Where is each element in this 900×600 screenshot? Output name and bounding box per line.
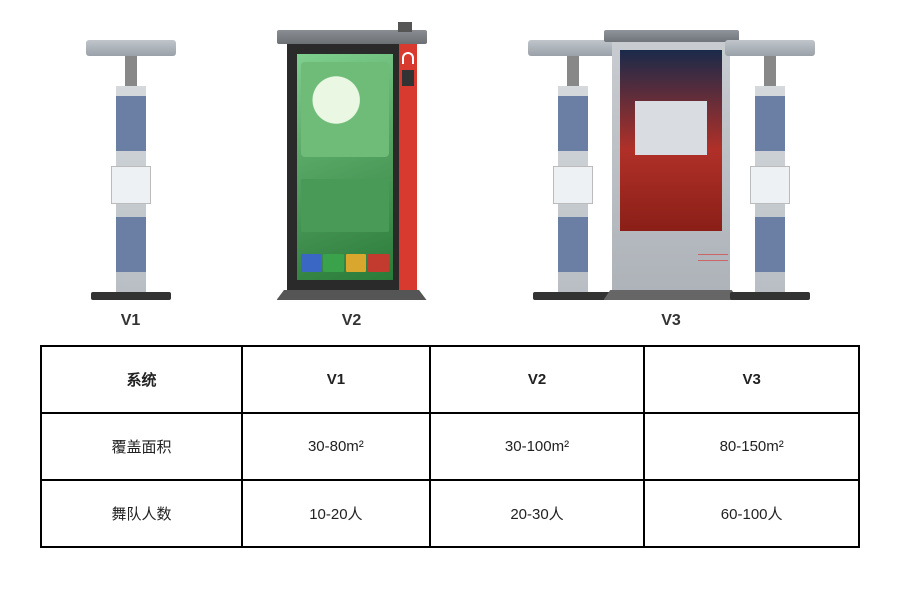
product-label: V3 [661,312,681,330]
kiosk-side-panel [399,44,417,290]
v3-pole-left [543,40,603,300]
table-header-row: 系统 V1 V2 V3 [41,346,859,413]
v3-kiosk [609,30,734,300]
control-panel-icon [750,166,790,204]
control-panel-icon [111,166,151,204]
v1-device-illustration [101,40,161,300]
v3-device-group-illustration [543,30,800,300]
speaker-bar-icon [725,40,815,56]
pole-base [730,292,810,300]
pole-body [755,86,785,292]
bin-icon [368,254,389,272]
cell: 20-30人 [430,480,645,547]
pole-stripe [755,96,785,151]
pole-stripe [558,217,588,272]
header-col: V1 [242,346,430,413]
cell: 60-100人 [644,480,859,547]
kiosk-base [604,290,739,300]
v2-kiosk-illustration [282,30,422,300]
pole-body [116,86,146,292]
kiosk-screen [620,50,722,231]
pole-base [533,292,613,300]
kiosk-base [277,290,427,300]
table-row: 覆盖面积 30-80m² 30-100m² 80-150m² [41,413,859,480]
header-col: V2 [430,346,645,413]
pole-body [558,86,588,292]
cell: 30-80m² [242,413,430,480]
header-col: V3 [644,346,859,413]
speaker-bar-icon [86,40,176,56]
kiosk-roof [277,30,427,44]
recycle-bins-icon [301,254,389,272]
indicator-lines-icon [698,249,728,266]
cell: 10-20人 [242,480,430,547]
pole-stripe [116,217,146,272]
kiosk-screen [297,54,393,280]
product-v1: V1 [101,40,161,330]
cell: 30-100m² [430,413,645,480]
kiosk-roof [604,30,739,42]
product-v3: V3 [543,30,800,330]
wifi-icon [402,52,414,64]
table-row: 舞队人数 10-20人 20-30人 60-100人 [41,480,859,547]
v3-pole-right [740,40,800,300]
pole-stripe [116,96,146,151]
bin-icon [301,254,322,272]
speaker-bar-icon [528,40,618,56]
bin-icon [323,254,344,272]
product-label: V1 [121,312,141,330]
bin-icon [346,254,367,272]
kiosk-body [287,44,417,290]
product-label: V2 [342,312,362,330]
cell: 80-150m² [644,413,859,480]
control-panel-icon [553,166,593,204]
row-label: 舞队人数 [41,480,242,547]
product-v2: V2 [282,30,422,330]
kiosk-body [612,42,730,290]
pole-stripe [755,217,785,272]
row-label: 覆盖面积 [41,413,242,480]
spec-table: 系统 V1 V2 V3 覆盖面积 30-80m² 30-100m² 80-150… [40,345,860,548]
pole-neck [764,56,776,86]
product-row: V1 [40,20,860,330]
camera-icon [398,22,412,32]
header-system: 系统 [41,346,242,413]
button-panel-icon [402,70,414,86]
pole-neck [125,56,137,86]
pole-neck [567,56,579,86]
pole-base [91,292,171,300]
screen-graphic [301,62,389,157]
screen-graphic [301,179,389,232]
pole-stripe [558,96,588,151]
